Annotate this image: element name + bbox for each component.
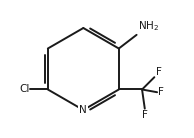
Text: NH$_2$: NH$_2$ bbox=[138, 20, 159, 34]
Text: F: F bbox=[142, 110, 148, 120]
Text: N: N bbox=[80, 105, 87, 115]
Text: F: F bbox=[156, 67, 162, 76]
Text: F: F bbox=[158, 87, 164, 97]
Text: Cl: Cl bbox=[19, 84, 29, 95]
